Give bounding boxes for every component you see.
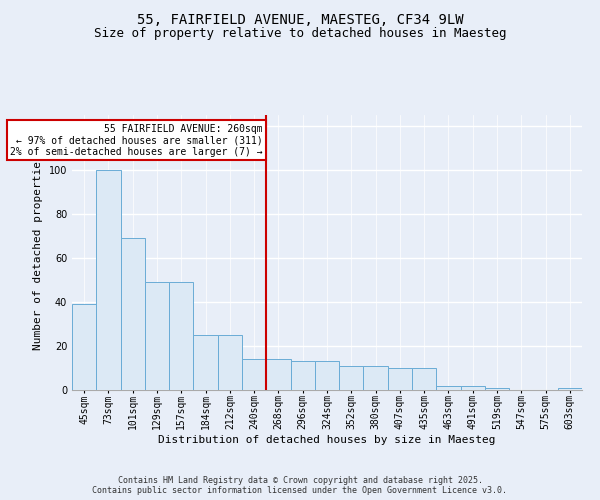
Bar xyxy=(169,282,193,390)
Bar xyxy=(266,359,290,390)
Bar xyxy=(290,362,315,390)
Bar xyxy=(364,366,388,390)
Bar xyxy=(436,386,461,390)
Bar xyxy=(412,368,436,390)
Bar xyxy=(315,362,339,390)
Bar xyxy=(461,386,485,390)
Text: 55 FAIRFIELD AVENUE: 260sqm
← 97% of detached houses are smaller (311)
2% of sem: 55 FAIRFIELD AVENUE: 260sqm ← 97% of det… xyxy=(10,124,263,157)
Bar xyxy=(485,388,509,390)
Y-axis label: Number of detached properties: Number of detached properties xyxy=(33,154,43,350)
Text: Size of property relative to detached houses in Maesteg: Size of property relative to detached ho… xyxy=(94,28,506,40)
Bar xyxy=(242,359,266,390)
Text: 55, FAIRFIELD AVENUE, MAESTEG, CF34 9LW: 55, FAIRFIELD AVENUE, MAESTEG, CF34 9LW xyxy=(137,12,463,26)
Text: Contains HM Land Registry data © Crown copyright and database right 2025.
Contai: Contains HM Land Registry data © Crown c… xyxy=(92,476,508,495)
Bar xyxy=(96,170,121,390)
Bar xyxy=(145,282,169,390)
X-axis label: Distribution of detached houses by size in Maesteg: Distribution of detached houses by size … xyxy=(158,435,496,445)
Bar xyxy=(218,335,242,390)
Bar xyxy=(121,238,145,390)
Bar xyxy=(339,366,364,390)
Bar xyxy=(558,388,582,390)
Bar xyxy=(388,368,412,390)
Bar xyxy=(193,335,218,390)
Bar xyxy=(72,304,96,390)
